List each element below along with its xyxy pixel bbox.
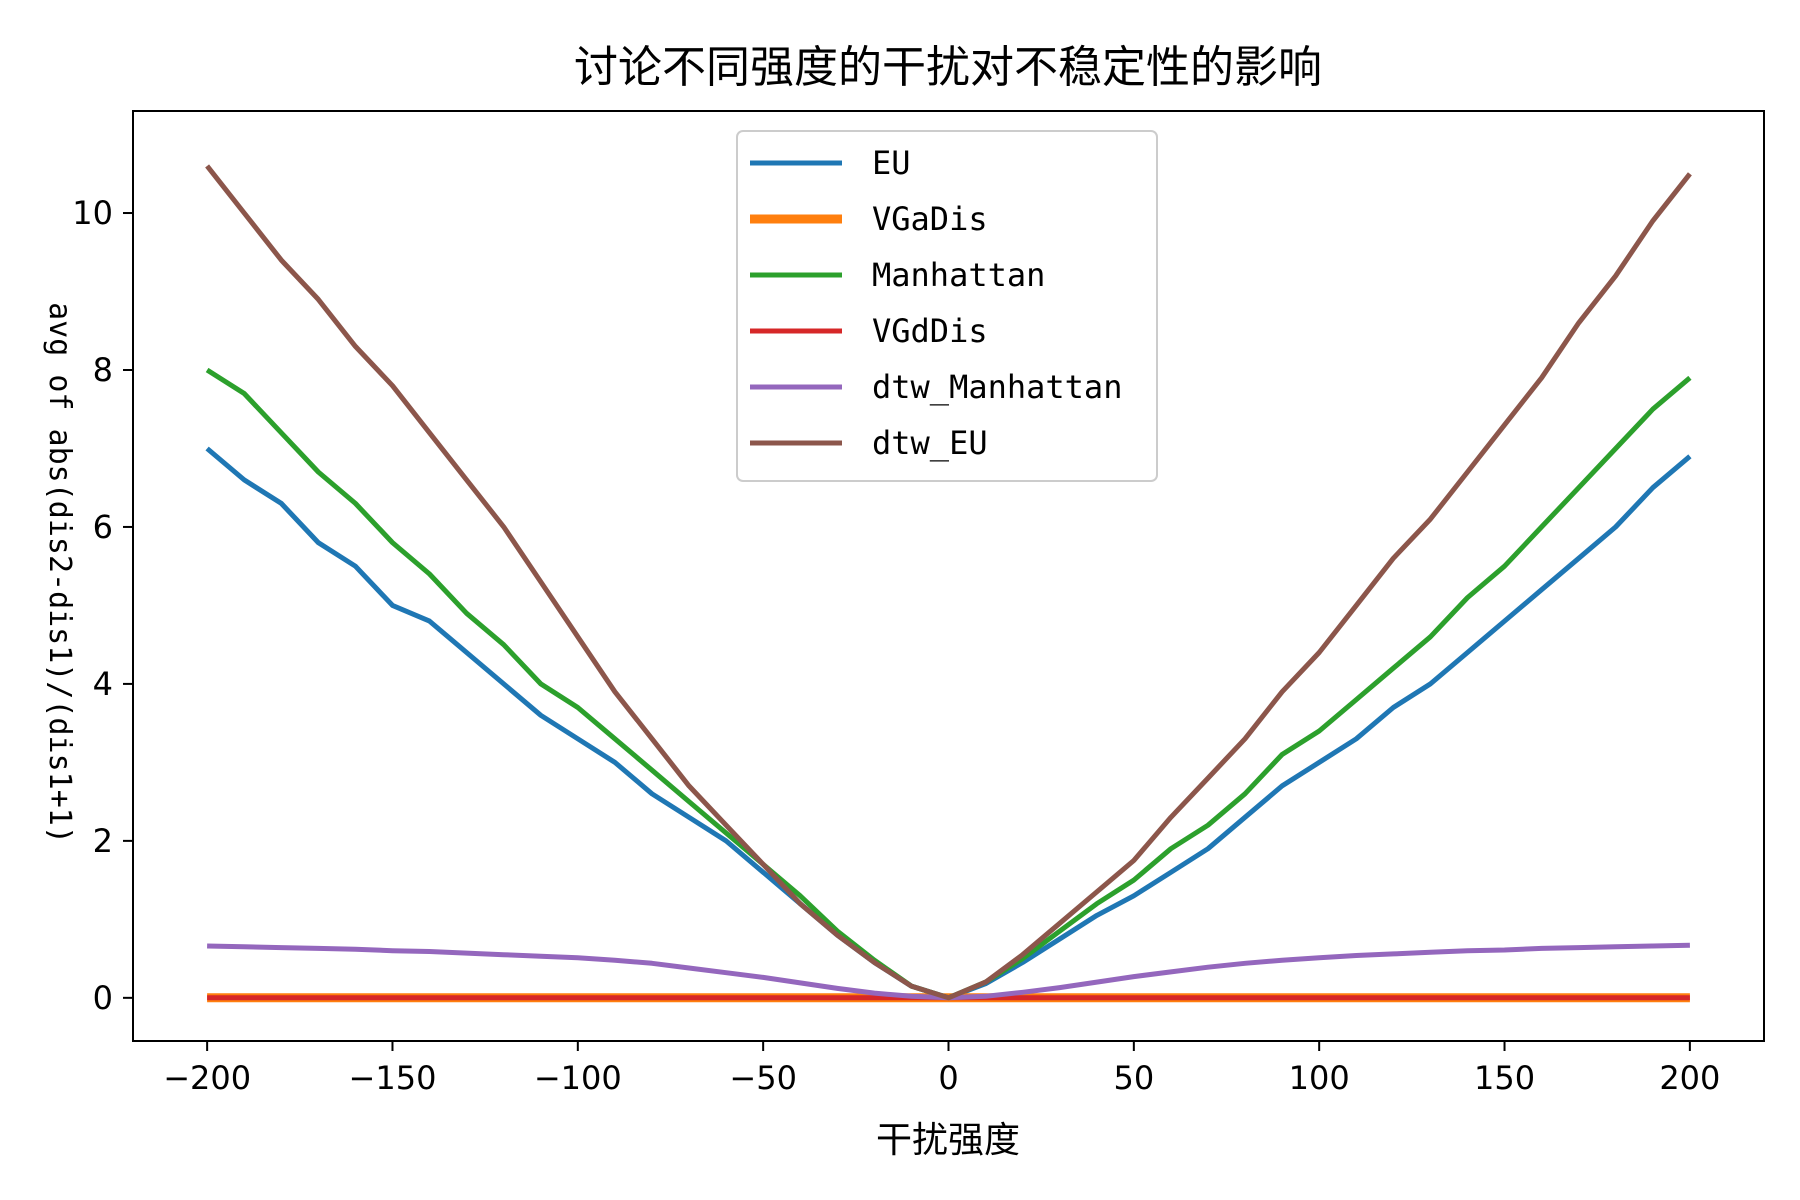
legend: EU VGaDis Manhattan VGdDis dtw_Manhattan dtw_… — [736, 130, 1158, 482]
y-tick-label: 2 — [93, 822, 113, 860]
y-tick-label: 6 — [93, 508, 113, 546]
legend-label-vgadis: VGaDis — [872, 200, 988, 238]
chart-title: 讨论不同强度的干扰对不稳定性的影响 — [574, 42, 1322, 93]
x-axis-ticks: −200 −150 −100 −50 0 50 100 150 200 — [163, 1041, 1720, 1097]
x-tick-label: 0 — [938, 1059, 958, 1097]
x-tick-label: −150 — [349, 1059, 437, 1097]
x-tick-label: 200 — [1659, 1059, 1720, 1097]
y-tick-label: 4 — [93, 665, 113, 703]
x-tick-label: 100 — [1289, 1059, 1350, 1097]
legend-label-vgddis: VGdDis — [872, 312, 988, 350]
y-tick-label: 8 — [93, 351, 113, 389]
x-tick-label: −100 — [534, 1059, 622, 1097]
y-axis-label: avg of abs(dis2-dis1)/(dis1+1) — [42, 302, 77, 844]
legend-label-dtw-eu: dtw_EU — [872, 424, 988, 462]
legend-items: EU VGaDis Manhattan VGdDis dtw_Manhattan dtw_… — [750, 144, 1122, 462]
x-tick-label: 50 — [1113, 1059, 1154, 1097]
x-tick-label: 150 — [1474, 1059, 1535, 1097]
series-line-dtw-eu — [205, 164, 1692, 1001]
series-layer — [205, 164, 1692, 1003]
legend-label-eu: EU — [872, 144, 911, 182]
legend-label-dtw-manhattan: dtw_Manhattan — [872, 368, 1122, 406]
legend-label-manhattan: Manhattan — [872, 256, 1045, 294]
x-tick-label: −200 — [163, 1059, 251, 1097]
y-tick-label: 0 — [93, 979, 113, 1017]
y-axis-ticks: 0 2 4 6 8 10 — [72, 194, 133, 1017]
y-tick-label: 10 — [72, 194, 113, 232]
x-axis-label: 干扰强度 — [876, 1120, 1020, 1161]
x-tick-label: −50 — [729, 1059, 797, 1097]
